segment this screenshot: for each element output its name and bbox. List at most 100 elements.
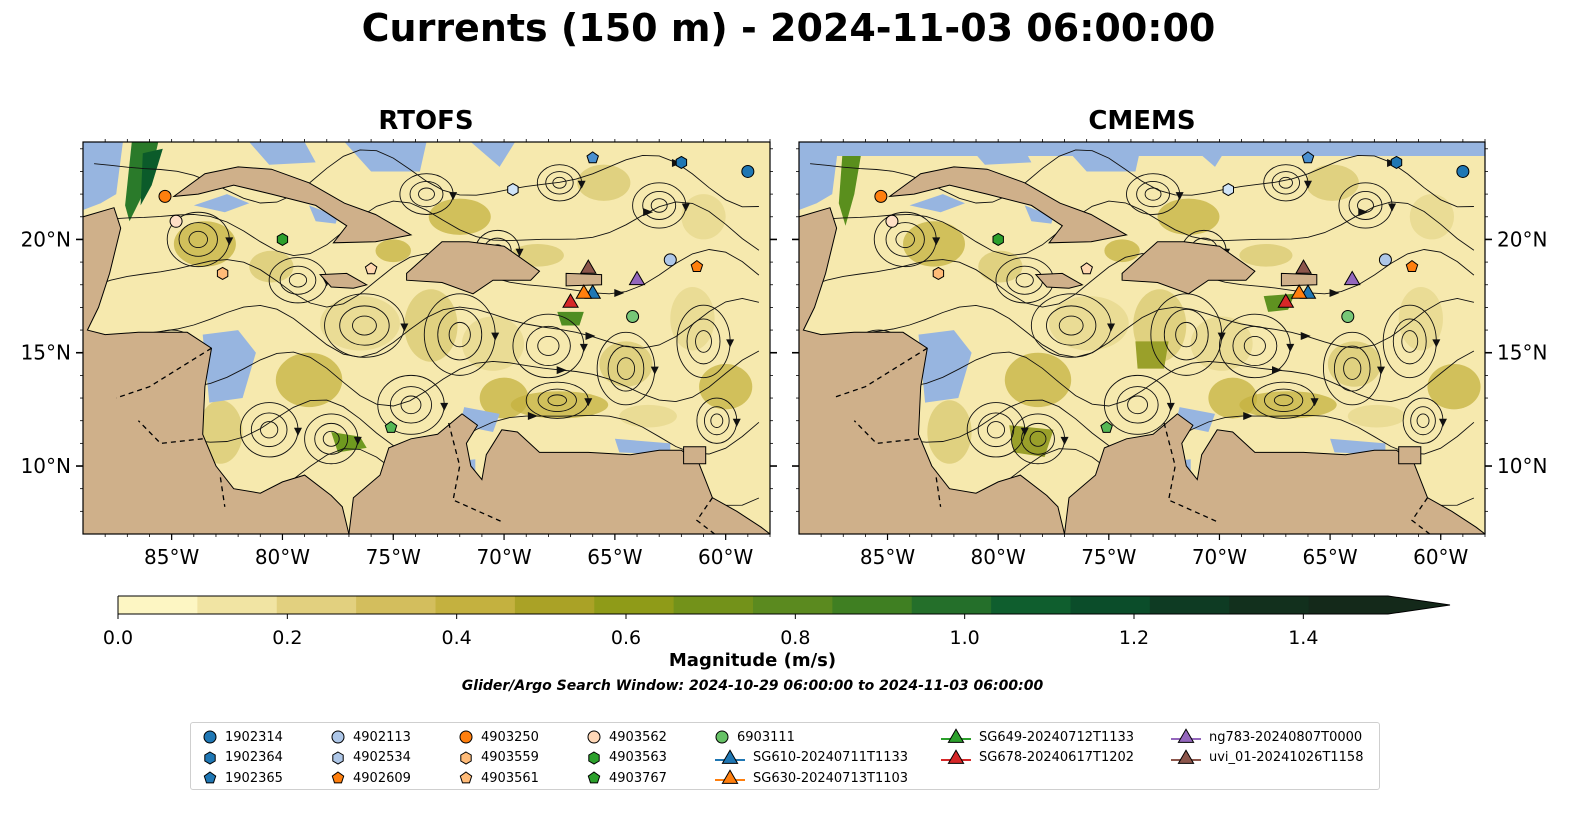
country-border xyxy=(219,477,226,507)
streamline xyxy=(389,386,433,424)
shallow-water xyxy=(909,194,965,213)
country-border xyxy=(137,420,203,445)
lat-tick-label: 20°N xyxy=(1497,227,1547,251)
legend-triangle-icon xyxy=(1177,749,1195,764)
colorbar-extend-arrow xyxy=(1388,596,1450,614)
platform-marker xyxy=(1080,262,1093,275)
legend-item: 4903767 xyxy=(587,768,667,789)
legend-marker-icon xyxy=(460,751,472,765)
legend-triangle-icon xyxy=(721,769,739,785)
current-magnitude-patch xyxy=(1427,364,1481,410)
legend-label: 1902314 xyxy=(225,729,283,745)
streamline xyxy=(1116,386,1159,424)
current-magnitude-patch xyxy=(428,198,491,235)
streamline xyxy=(545,171,574,195)
legend-column: 6903111 SG610-20240711T1133 SG630-20240713… xyxy=(715,727,908,789)
legend-item: 4902113 xyxy=(331,727,411,748)
legend-item: 1902314 xyxy=(203,727,283,748)
shallow-water xyxy=(249,142,316,165)
streamline-arrow xyxy=(1303,180,1312,189)
platform-marker xyxy=(1343,270,1361,286)
platform-marker xyxy=(663,253,677,267)
streamline xyxy=(93,249,760,308)
streamline-arrow xyxy=(527,411,538,420)
lat-tick-label: 20°N xyxy=(21,227,71,251)
streamline xyxy=(418,187,435,201)
legend-item: 4902609 xyxy=(331,768,411,789)
streamline xyxy=(650,198,668,213)
strong-current-feature xyxy=(1009,425,1054,457)
streamline-arrow xyxy=(726,339,735,348)
legend-item: 1902364 xyxy=(203,748,283,769)
shallow-water xyxy=(193,194,250,213)
current-magnitude-patch xyxy=(1239,243,1293,267)
streamline-arrow xyxy=(732,418,741,427)
legend-marker-icon xyxy=(1171,728,1201,744)
legend-label: 4903767 xyxy=(609,770,667,786)
streamline-arrow xyxy=(400,323,409,332)
streamline xyxy=(525,325,571,367)
legend-label: 4903563 xyxy=(609,750,667,766)
no-data-strip xyxy=(799,142,1485,156)
platform-marker xyxy=(384,420,398,433)
platform-marker xyxy=(276,232,289,246)
legend-pentagon-icon xyxy=(331,771,345,784)
current-magnitude-patch xyxy=(577,164,631,201)
platform-marker xyxy=(169,214,183,228)
streamline xyxy=(695,330,712,353)
platform-marker xyxy=(992,232,1004,246)
legend-item: ng783-20240807T0000 xyxy=(1171,727,1363,748)
streamline-arrow xyxy=(932,237,941,246)
colorbar-tick-label: 0.6 xyxy=(611,627,641,649)
legend-item: SG678-20240617T1202 xyxy=(941,748,1134,769)
colorbar-segment xyxy=(276,596,357,614)
platform-marker xyxy=(874,189,888,203)
lat-tick-label: 15°N xyxy=(1497,341,1547,365)
panel-title-cmems: CMEMS xyxy=(1088,106,1196,136)
current-magnitude-patch xyxy=(320,296,400,351)
platform-legend: 1902314 1902364 1902365 4902113 4902534 49026… xyxy=(190,722,1380,790)
lon-tick-label: 70°W xyxy=(1192,545,1247,569)
legend-hexagon-icon xyxy=(588,751,600,765)
lon-tick-label: 65°W xyxy=(587,545,642,569)
colorbar-segment xyxy=(514,596,595,614)
streamline xyxy=(1029,430,1047,447)
streamline xyxy=(710,413,724,428)
colorbar-tick-label: 1.4 xyxy=(1288,627,1318,649)
colorbar-tick-label: 0.8 xyxy=(780,627,810,649)
colorbar-segment xyxy=(197,596,278,614)
platform-marker xyxy=(628,270,646,286)
country-border xyxy=(696,497,715,534)
platform-marker xyxy=(1405,259,1419,272)
streamline xyxy=(809,297,1475,358)
legend-label: 4902609 xyxy=(353,770,411,786)
current-magnitude-patch xyxy=(1327,341,1381,387)
streamline xyxy=(188,230,208,249)
legend-marker-icon xyxy=(588,751,600,765)
legend-label: 4903559 xyxy=(481,750,539,766)
streamline xyxy=(537,335,560,356)
legend-column: 4902113 4902534 4902609 xyxy=(331,727,411,789)
colorbar-tick-label: 0.2 xyxy=(272,627,302,649)
legend-marker-icon xyxy=(204,751,216,765)
land xyxy=(1280,272,1318,287)
legend-circle-icon xyxy=(715,730,729,744)
colorbar-segment xyxy=(832,596,913,614)
colorbar-segment xyxy=(1229,596,1310,614)
current-magnitude-patch xyxy=(404,289,458,362)
streamline xyxy=(1058,315,1084,336)
legend-triangle-icon xyxy=(1177,728,1195,744)
platform-marker xyxy=(216,266,229,280)
streamline xyxy=(1175,321,1198,348)
legend-marker-icon xyxy=(587,730,601,744)
streamline-arrow xyxy=(579,343,588,352)
lon-tick-label: 85°W xyxy=(860,545,915,569)
lon-tick-label: 70°W xyxy=(476,545,531,569)
current-magnitude-patch xyxy=(1208,377,1258,419)
legend-triangle-icon xyxy=(947,749,965,764)
streamline-arrow xyxy=(1358,208,1369,217)
streamline-arrow xyxy=(515,248,524,257)
current-magnitude-patch xyxy=(903,221,965,267)
streamline-arrow xyxy=(440,402,449,411)
legend-column: ng783-20240807T0000 uvi_01-20241026T1158 xyxy=(1171,727,1363,768)
